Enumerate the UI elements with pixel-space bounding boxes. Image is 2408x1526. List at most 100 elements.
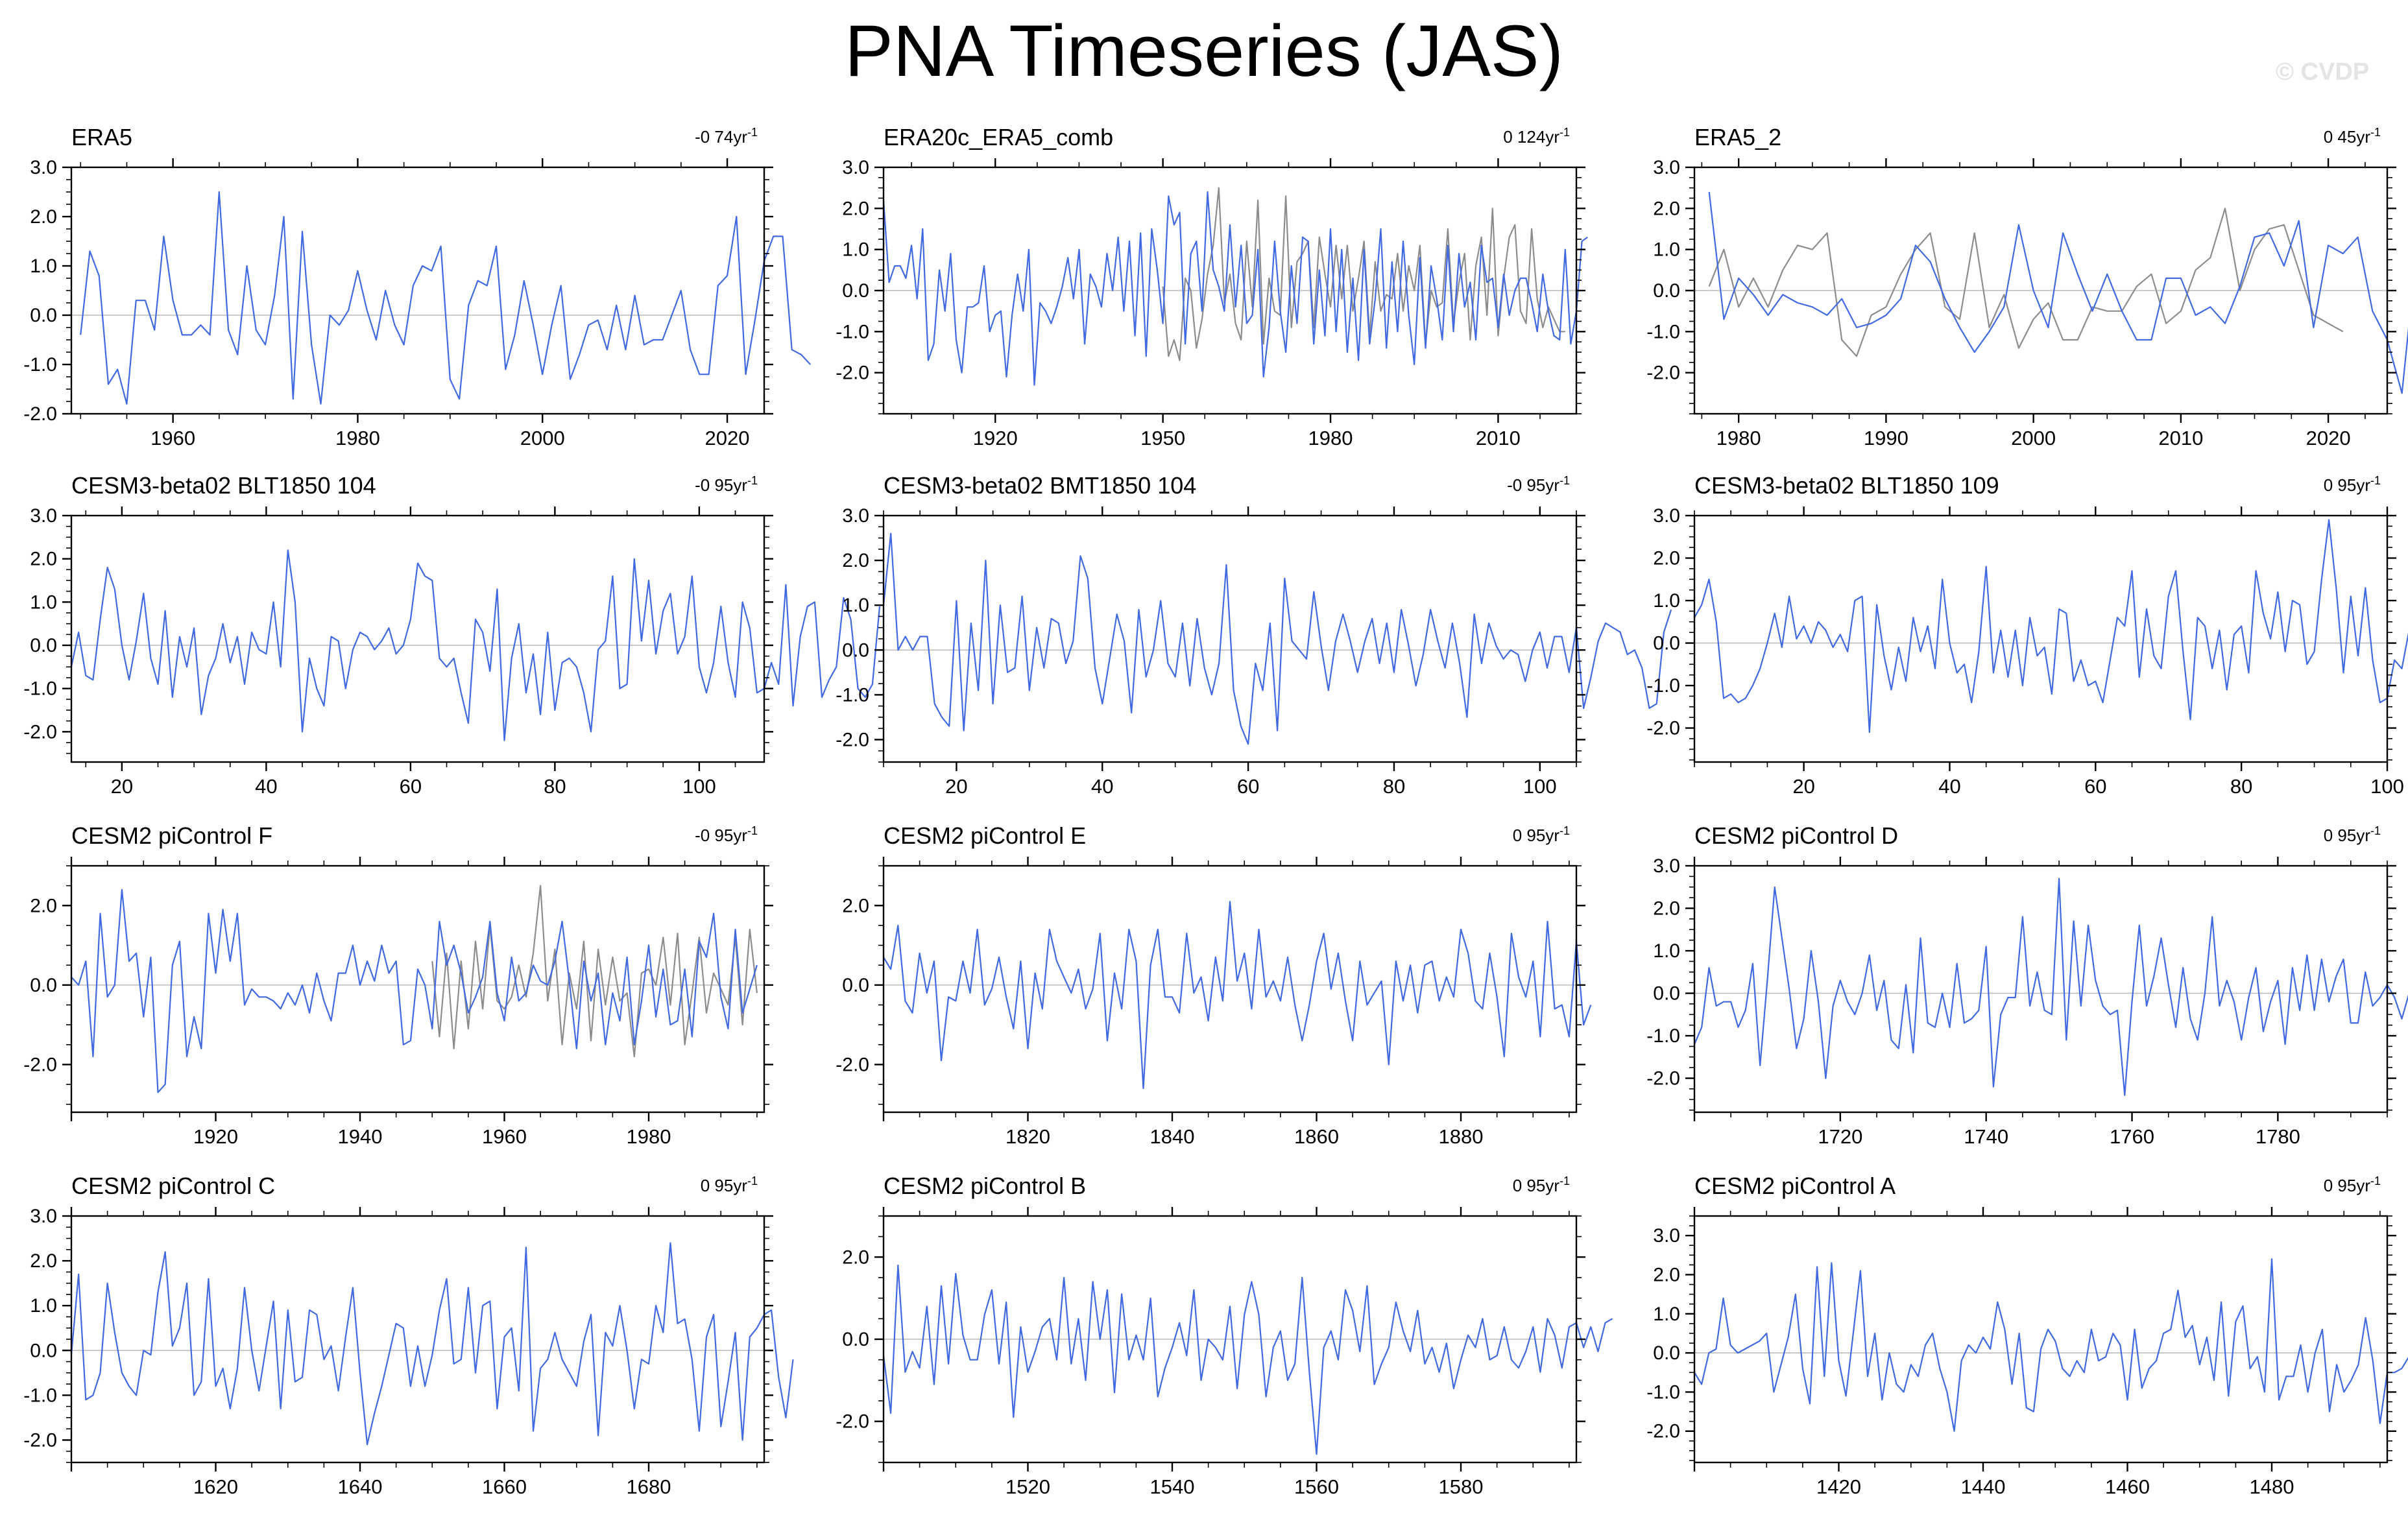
panel-picontrol-d-frame — [1693, 864, 2389, 1114]
panel-picontrol-a-xtick-label: 1420 — [1816, 1475, 1861, 1498]
panel-bmt1850-104-xtick-label: 60 — [1237, 775, 1259, 798]
panel-picontrol-f-xtick-label: 1980 — [627, 1125, 671, 1148]
panel-blt1850-109-ytick-label: 3.0 — [1653, 505, 1680, 527]
panel-blt1850-109-xtick-label: 20 — [1792, 775, 1814, 798]
panel-picontrol-b-xtick-label: 1580 — [1439, 1475, 1484, 1498]
panel-bmt1850-104-ytick-label: 0.0 — [842, 639, 869, 661]
panel-era20c-era5-comb-ytick-label: 0.0 — [842, 280, 869, 302]
panel-era5-trend-label: -0 74yr-1 — [695, 126, 758, 147]
panel-picontrol-b-ytick-label: 0.0 — [842, 1329, 869, 1350]
panel-picontrol-d-xtick-label: 1720 — [1818, 1125, 1862, 1148]
panel-bmt1850-104-trend-label: -0 95yr-1 — [1507, 474, 1570, 495]
panel-picontrol-a-ytick-label: 0.0 — [1653, 1342, 1680, 1364]
panel-picontrol-d-xtick-label: 1780 — [2256, 1125, 2300, 1148]
panel-bmt1850-104-xtick-label: 100 — [1523, 775, 1557, 798]
panel-era20c-era5-comb-ytick-label: 2.0 — [842, 198, 869, 219]
panel-picontrol-b-trend-label: 0 95yr-1 — [1513, 1174, 1570, 1195]
panel-picontrol-e-title: CESM2 piControl E — [884, 822, 1086, 849]
panel-picontrol-a-xtick-label: 1440 — [1961, 1475, 2006, 1498]
panel-blt1850-109-ytick-label: 0.0 — [1653, 633, 1680, 654]
panel-era20c-era5-comb-xtick-label: 2010 — [1476, 427, 1521, 449]
panel-blt1850-109-ytick-label: 2.0 — [1653, 548, 1680, 569]
panel-era5-2: 1980 1990 2000 2010 2020 3.0 2.0 1.0 0.0 -1.0 -2.0… — [1646, 124, 2408, 449]
panel-picontrol-e-xtick-label: 1820 — [1005, 1125, 1050, 1148]
panel-blt1850-104: 20 40 60 80 100 3.0 2.0 1.0 0.0 -1.0 -2.0 CESM3-bet… — [23, 472, 881, 798]
panel-picontrol-c-ytick-label: -1.0 — [23, 1385, 57, 1406]
watermark: © CVDP — [2276, 58, 2370, 86]
panel-era20c-era5-comb-ytick-label: -2.0 — [836, 363, 869, 384]
panel-blt1850-104-ytick-label: 0.0 — [30, 635, 57, 656]
panel-blt1850-104-ytick-label: 3.0 — [30, 505, 57, 527]
panel-era5-2-series-era20c — [1708, 208, 2344, 357]
panel-picontrol-f-ytick-label: 2.0 — [30, 895, 57, 916]
panel-era5-2-xtick-label: 1980 — [1716, 427, 1761, 449]
panel-picontrol-f-xtick-label: 1960 — [482, 1125, 527, 1148]
panel-picontrol-b-xtick-label: 1540 — [1150, 1475, 1195, 1498]
panel-era5-2-ytick-label: 3.0 — [1653, 157, 1680, 178]
panel-picontrol-a-series-model — [1694, 1258, 2408, 1432]
panel-picontrol-a-title: CESM2 piControl A — [1694, 1173, 1896, 1199]
panel-era5-2-xtick-label: 2010 — [2158, 427, 2203, 449]
panel-blt1850-104-xtick-label: 100 — [682, 775, 716, 798]
panel-blt1850-104-xtick-label: 40 — [255, 775, 277, 798]
panel-era5: 1960 1980 2000 2020 3.0 2.0 1.0 0.0 -1.0 -2.0 ERA5… — [23, 124, 812, 449]
panel-picontrol-b-xtick-label: 1520 — [1005, 1475, 1050, 1498]
panel-era20c-era5-comb-series-era5 — [882, 191, 1588, 386]
panel-picontrol-d-title: CESM2 piControl D — [1694, 822, 1898, 849]
panel-era20c-era5-comb-series-era20c — [1162, 187, 1565, 361]
panel-blt1850-104-ytick-label: -1.0 — [23, 678, 57, 700]
panel-bmt1850-104-series-model — [882, 532, 1672, 745]
panel-blt1850-109-ytick-label: -2.0 — [1646, 718, 1680, 739]
panel-blt1850-109-ytick-label: 1.0 — [1653, 590, 1680, 612]
panel-picontrol-f-ytick-label: 0.0 — [30, 975, 57, 996]
panel-picontrol-f: 1920 1940 1960 1980 2.0 0.0 -2.0 CESM2 piContro… — [23, 822, 773, 1148]
panel-picontrol-e-series-model — [883, 901, 1592, 1090]
panel-picontrol-a-ytick-label: -1.0 — [1646, 1381, 1680, 1403]
panel-picontrol-d-xtick-label: 1760 — [2110, 1125, 2154, 1148]
panel-era5-2-ytick-label: -2.0 — [1646, 363, 1680, 384]
panel-picontrol-d-trend-label: 0 95yr-1 — [2324, 824, 2381, 845]
panel-era5-ytick-label: 3.0 — [30, 157, 57, 178]
panel-blt1850-109-xtick-label: 80 — [2230, 775, 2252, 798]
panel-blt1850-104-trend-label: -0 95yr-1 — [695, 474, 758, 495]
panel-picontrol-c-xtick-label: 1620 — [193, 1475, 238, 1498]
panel-era5-title: ERA5 — [71, 124, 132, 150]
panel-picontrol-a-ytick-label: 3.0 — [1653, 1225, 1680, 1246]
panel-era5-2-title: ERA5_2 — [1694, 124, 1781, 150]
panel-era5-ytick-label: 2.0 — [30, 206, 57, 228]
panel-era5-ytick-label: 1.0 — [30, 256, 57, 277]
panel-picontrol-e-trend-label: 0 95yr-1 — [1513, 824, 1570, 845]
panel-picontrol-c-ytick-label: -2.0 — [23, 1429, 57, 1451]
panel-picontrol-c-xtick-label: 1660 — [482, 1475, 527, 1498]
panel-blt1850-104-xtick-label: 20 — [111, 775, 133, 798]
panel-bmt1850-104-ytick-label: 3.0 — [842, 505, 869, 527]
panel-blt1850-104-series-model — [70, 549, 881, 741]
panel-picontrol-c-ytick-label: 3.0 — [30, 1206, 57, 1227]
panel-era20c-era5-comb-ytick-label: 1.0 — [842, 239, 869, 261]
panel-picontrol-a-ytick-label: 1.0 — [1653, 1304, 1680, 1325]
panel-picontrol-d-ytick-label: 0.0 — [1653, 983, 1680, 1005]
panel-blt1850-104-xtick-label: 80 — [544, 775, 566, 798]
panel-picontrol-b-ytick-label: -2.0 — [836, 1411, 869, 1433]
panel-picontrol-c: 1620 1640 1660 1680 3.0 2.0 1.0 0.0 -1.0 -2.0 CESM… — [23, 1173, 794, 1498]
panel-era20c-era5-comb-xtick-label: 1980 — [1308, 427, 1353, 449]
panel-picontrol-c-xtick-label: 1640 — [338, 1475, 383, 1498]
panel-blt1850-109-xtick-label: 60 — [2084, 775, 2106, 798]
panel-picontrol-c-series-model — [70, 1242, 794, 1446]
panel-picontrol-a-frame — [1693, 1215, 2389, 1464]
panel-era5-2-xtick-label: 2000 — [2011, 427, 2056, 449]
panel-picontrol-e-ytick-label: -2.0 — [836, 1054, 869, 1075]
panel-picontrol-d-series-model — [1693, 877, 2408, 1096]
panel-picontrol-c-title: CESM2 piControl C — [71, 1173, 275, 1199]
panel-picontrol-a-ytick-label: -2.0 — [1646, 1421, 1680, 1442]
panel-blt1850-109-xtick-label: 100 — [2370, 775, 2404, 798]
panel-picontrol-b-xtick-label: 1560 — [1294, 1475, 1339, 1498]
panel-picontrol-a: 1420 1440 1460 1480 3.0 2.0 1.0 0.0 -1.0 -2.0 CESM… — [1646, 1173, 2408, 1498]
panel-blt1850-104-ytick-label: 1.0 — [30, 591, 57, 613]
panel-blt1850-104-frame — [70, 514, 765, 763]
panel-era20c-era5-comb-ytick-label: -1.0 — [836, 321, 869, 342]
panel-era20c-era5-comb-trend-label: 0 124yr-1 — [1503, 126, 1570, 147]
panel-bmt1850-104-ytick-label: 1.0 — [842, 595, 869, 616]
panel-era20c-era5-comb-ytick-label: 3.0 — [842, 157, 869, 178]
panel-picontrol-c-ytick-label: 0.0 — [30, 1340, 57, 1361]
